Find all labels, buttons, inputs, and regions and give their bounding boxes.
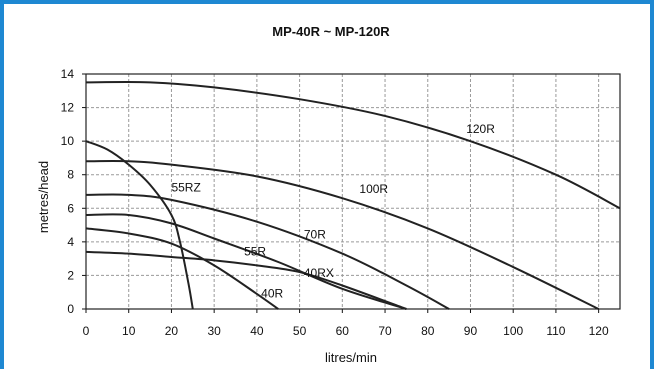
series-labels: 120R 100R 70R 55R 40RX 40R 55RZ	[171, 122, 495, 301]
x-tick-label: 110	[546, 324, 565, 338]
series-label-40rx: 40RX	[304, 266, 334, 280]
series-line-40rx	[85, 250, 407, 310]
x-tick-label: 90	[464, 324, 478, 338]
y-tick-label: 8	[67, 168, 74, 182]
x-tick-label: 20	[165, 324, 179, 338]
pump-curve-chart: MP-40R ~ MP-120R 0 10 20 30 40 50 60 70 80 90 100 1…	[36, 24, 621, 365]
x-tick-label: 120	[589, 324, 609, 338]
x-tick-label: 70	[378, 324, 392, 338]
x-axis-label: litres/min	[325, 350, 377, 365]
series-label-55rz: 55RZ	[171, 181, 200, 195]
y-tick-label: 0	[67, 302, 74, 316]
series-lines	[85, 81, 621, 310]
x-tick-label: 30	[207, 324, 221, 338]
y-tick-label: 4	[67, 235, 74, 249]
x-tick-label: 0	[83, 324, 90, 338]
x-tick-label: 10	[122, 324, 136, 338]
series-line-70r	[85, 193, 450, 310]
y-tick-label: 12	[61, 101, 75, 115]
y-tick-label: 6	[67, 201, 74, 215]
series-line-120r	[85, 81, 621, 210]
y-axis-label: metres/head	[36, 161, 51, 233]
series-line-55r	[85, 213, 407, 310]
x-tick-label: 50	[293, 324, 307, 338]
series-label-70r: 70R	[304, 228, 326, 242]
chart-frame: MP-40R ~ MP-120R 0 10 20 30 40 50 60 70 80 90 100 1…	[0, 0, 654, 369]
series-label-55r: 55R	[244, 244, 266, 258]
x-tick-label: 40	[250, 324, 264, 338]
series-label-100r: 100R	[359, 182, 388, 196]
series-line-40r	[85, 227, 279, 310]
x-tick-label: 60	[336, 324, 350, 338]
x-tick-label: 80	[421, 324, 435, 338]
series-line-100r	[85, 160, 600, 310]
y-tick-label: 2	[67, 268, 74, 282]
series-label-120r: 120R	[466, 122, 495, 136]
y-tick-label: 14	[61, 67, 75, 81]
axes: 0 10 20 30 40 50 60 70 80 90 100 110 120 0 2 4 6 8 10 12 14	[61, 67, 621, 338]
series-line-55rz	[85, 140, 194, 310]
series-label-40r: 40R	[261, 286, 283, 300]
y-tick-label: 10	[61, 134, 75, 148]
plot-area-border	[85, 73, 621, 310]
x-tick-label: 100	[503, 324, 523, 338]
chart-title: MP-40R ~ MP-120R	[272, 24, 390, 39]
